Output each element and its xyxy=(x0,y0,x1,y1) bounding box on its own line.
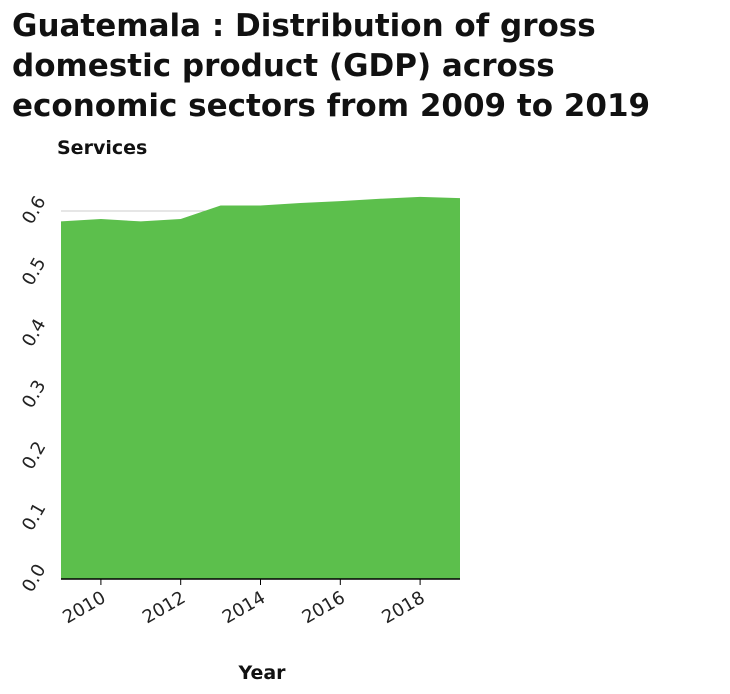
x-axis-label: Year xyxy=(237,662,286,684)
chart-title: Guatemala : Distribution of gross domest… xyxy=(12,8,651,124)
y-tick-label: 0.0 xyxy=(18,561,51,596)
y-tick-label: 0.5 xyxy=(18,254,51,289)
y-axis-label: Services xyxy=(57,137,147,159)
services-area xyxy=(61,196,460,580)
x-axis-ticks: 2010 2012 2014 2016 2018 xyxy=(59,579,429,628)
x-tick-label: 2018 xyxy=(378,587,428,628)
y-tick-label: 0.3 xyxy=(18,377,51,412)
y-tick-label: 0.1 xyxy=(18,499,51,534)
x-tick-label: 2012 xyxy=(139,587,189,628)
y-tick-label: 0.6 xyxy=(18,193,51,228)
y-axis-ticks: 0.0 0.1 0.2 0.3 0.4 0.5 0.6 xyxy=(18,193,51,596)
y-tick-label: 0.4 xyxy=(18,315,51,350)
x-tick-label: 2014 xyxy=(219,587,269,628)
x-tick-label: 2016 xyxy=(299,587,349,628)
x-tick-label: 2010 xyxy=(59,587,109,628)
y-tick-label: 0.2 xyxy=(18,438,51,473)
